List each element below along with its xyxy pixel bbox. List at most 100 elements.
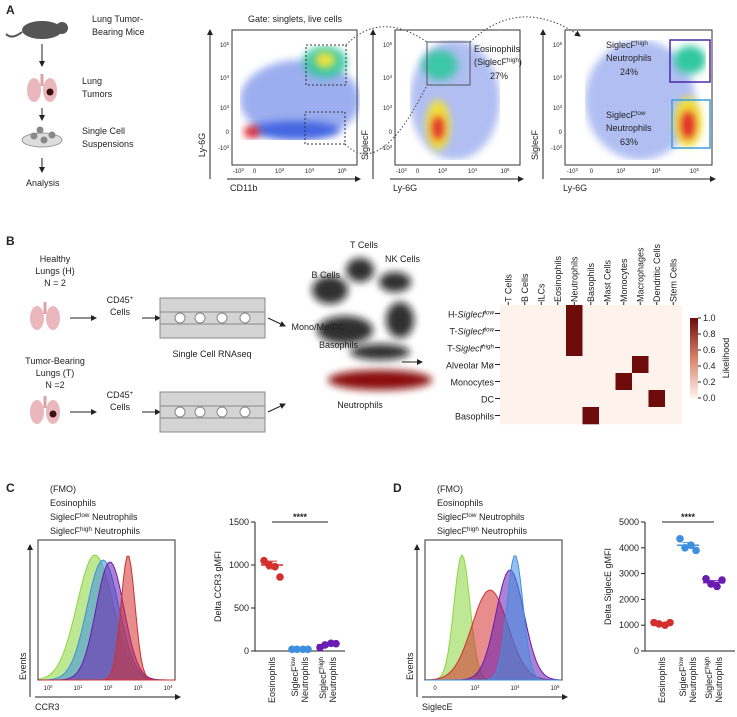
category-label-part: high	[318, 657, 325, 669]
heatmap-cell	[500, 339, 517, 357]
x-tick-label-part: 0	[50, 684, 53, 689]
heatmap-cell	[500, 390, 517, 408]
category-label-part: Neutrophils	[688, 657, 698, 703]
colorbar-tick-label: 0.4	[703, 361, 716, 371]
y-tick-label: 5000	[619, 517, 639, 527]
method-label: Single Cell RNAseq	[172, 349, 251, 359]
x-tick-label-part: 3	[282, 167, 285, 172]
heatmap-cell	[632, 356, 649, 374]
heatmap-cell	[599, 407, 616, 425]
gate	[305, 44, 347, 86]
colorbar-tick-label: 1.0	[703, 313, 716, 323]
category-label: SiglecFlow	[678, 657, 689, 697]
category-label-part: high	[704, 657, 711, 669]
column-label: Dendritic Cells	[652, 243, 662, 302]
heatmap-cell	[566, 322, 583, 340]
x-tick-label-part: 4	[475, 167, 478, 172]
trachea	[40, 74, 44, 86]
row-label-part: H-	[448, 310, 458, 320]
cells-label-part: +	[130, 390, 134, 397]
column-label: Neutrophils	[569, 256, 579, 302]
heatmap-cell	[516, 407, 534, 425]
row-label: T-Siglecflow	[450, 326, 495, 337]
heatmap-cell	[665, 390, 682, 408]
gate	[671, 99, 711, 149]
y-tick-label-part: 3	[390, 144, 393, 149]
legend-entry-part: SiglecF	[437, 512, 468, 522]
y-tick-label: 105	[383, 41, 393, 50]
column-label: Eosinophils	[553, 255, 563, 302]
heatmap-cell	[582, 373, 600, 391]
y-tick-label: 0	[244, 646, 249, 656]
heatmap-cell	[549, 322, 567, 340]
category-label: Eosinophils	[267, 657, 277, 704]
x-tick-label-part: 10	[690, 169, 697, 175]
y-tick-label-part: -10	[551, 146, 560, 152]
umap-cluster	[346, 258, 374, 282]
heatmap-cell	[533, 339, 550, 357]
y-tick-label-part: 10	[553, 43, 560, 49]
significance-label: ****	[293, 512, 308, 522]
row-label: Monocytes	[450, 378, 494, 388]
heatmap-cell	[665, 305, 682, 323]
droplet	[174, 406, 186, 418]
heatmap-cell	[582, 322, 600, 340]
row-label-part: low	[485, 309, 495, 316]
legend-entry-part: low	[80, 512, 90, 519]
gate-label-part: high	[507, 57, 519, 64]
row-label-part: Monocytes	[450, 378, 494, 388]
y-tick-label-part: 5	[390, 41, 393, 46]
umap-cluster	[328, 370, 432, 390]
cluster-label: B Cells	[311, 270, 340, 280]
gate-label-part: )	[519, 57, 522, 67]
x-tick-label: 105	[500, 167, 510, 176]
y-tick-label-part: 3	[560, 104, 563, 109]
y-tick-label-part: 10	[220, 43, 227, 49]
cells-label: CD45+	[107, 295, 134, 306]
heatmap-cell	[615, 390, 633, 408]
dot	[276, 573, 284, 581]
group-label: Tumor-Bearing	[25, 356, 85, 366]
heatmap-cell	[599, 339, 616, 357]
gate-label: Eosinophils	[474, 44, 521, 54]
y-tick-label: 105	[220, 41, 230, 50]
category-label-part: Eosinophils	[657, 657, 667, 704]
y-tick-label-part: 5	[560, 41, 563, 46]
error-bar	[683, 542, 693, 549]
legend-entry: (FMO)	[50, 484, 76, 494]
category-label-part: Neutrophils	[300, 657, 310, 703]
x-tick-label: 104	[305, 167, 315, 176]
tumor	[46, 88, 54, 96]
x-tick-label-part: 10	[337, 169, 344, 175]
gate-label-part: Eosinophils	[474, 44, 521, 54]
y-tick-label: 0	[559, 130, 563, 136]
group-label: Lungs (H)	[35, 266, 75, 276]
density-blob	[240, 60, 360, 140]
y-tick-label: 104	[383, 74, 393, 83]
row-label: T-Siglecfhigh	[447, 343, 494, 354]
lung	[30, 306, 44, 330]
dot	[702, 574, 710, 583]
row-label-part: Alveolar Mø	[446, 361, 495, 371]
y-tick-label: 103	[383, 104, 393, 113]
x-tick-label-part: 10	[438, 169, 445, 175]
gate-percent: 27%	[490, 71, 508, 81]
legend-entry-part: high	[80, 526, 92, 533]
colorbar	[690, 318, 698, 398]
heatmap-cell	[549, 390, 567, 408]
column-label: Stem Cells	[668, 258, 678, 302]
row-label-part: Siglecf	[458, 327, 487, 337]
heatmap-cell	[549, 339, 567, 357]
x-tick-label-part: 4	[312, 167, 315, 172]
cells-label-part: +	[130, 295, 134, 302]
y-tick-label: 4000	[619, 543, 639, 553]
droplet	[194, 406, 206, 418]
heatmap-cell	[516, 390, 534, 408]
y-tick-label-part: 10	[383, 43, 390, 49]
legend-entry-part: Neutrophils	[479, 526, 528, 536]
x-tick-label-part: 10	[103, 686, 110, 692]
heatmap-cell	[549, 373, 567, 391]
category-label-part: SiglecF	[704, 668, 714, 699]
heatmap-cell	[566, 339, 583, 357]
gate-link	[469, 16, 581, 43]
